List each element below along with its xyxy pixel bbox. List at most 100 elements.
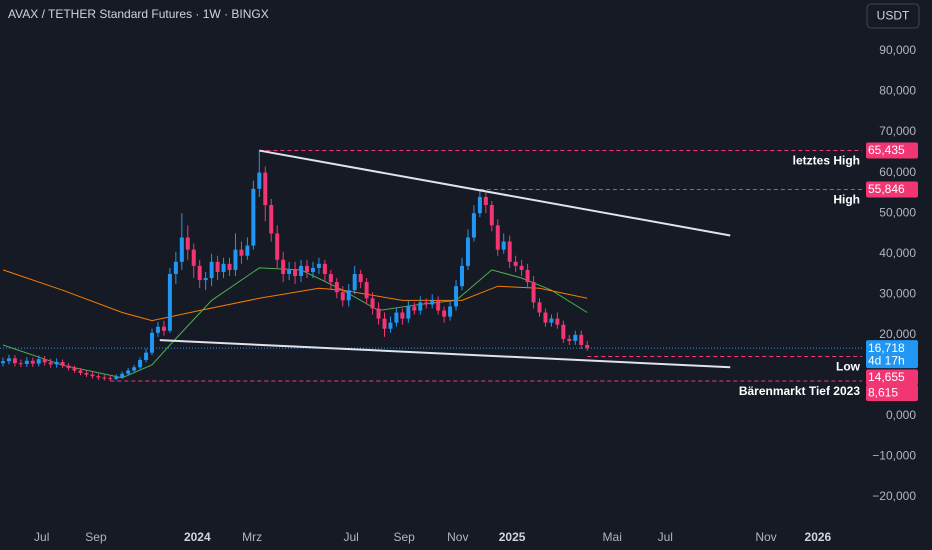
candle-body bbox=[54, 361, 59, 365]
candle-body bbox=[305, 265, 310, 272]
candle-body bbox=[18, 363, 23, 365]
last-price-box bbox=[866, 340, 918, 369]
candle-body bbox=[30, 360, 35, 364]
last-price-label: 16,718 bbox=[868, 341, 905, 355]
candle-body bbox=[334, 282, 339, 293]
candle-body bbox=[138, 359, 143, 368]
x-tick-label: 2026 bbox=[805, 530, 832, 544]
candle-body bbox=[352, 273, 357, 291]
y-tick-label: 0,000 bbox=[886, 408, 916, 422]
y-tick-label: 50,000 bbox=[879, 205, 916, 219]
candle-body bbox=[370, 298, 375, 309]
candle-body bbox=[215, 261, 220, 272]
candle-body bbox=[406, 306, 411, 319]
level-price-box bbox=[866, 369, 918, 386]
candle-body bbox=[376, 308, 381, 319]
candle-body bbox=[84, 372, 89, 375]
candle-body bbox=[322, 263, 327, 274]
candle-body bbox=[418, 302, 423, 311]
y-tick-label: −20,000 bbox=[872, 489, 916, 503]
candle-body bbox=[239, 249, 244, 256]
candle-body bbox=[501, 241, 506, 250]
candle-body bbox=[340, 292, 345, 301]
candle-body bbox=[573, 334, 578, 341]
x-tick-label: Jul bbox=[34, 530, 49, 544]
y-tick-label: 90,000 bbox=[879, 43, 916, 57]
level-price-box bbox=[866, 181, 918, 198]
x-tick-label: 2024 bbox=[184, 530, 211, 544]
candle-body bbox=[507, 241, 512, 262]
candle-body bbox=[203, 278, 208, 281]
candle-body bbox=[191, 249, 196, 266]
moving-average bbox=[2, 269, 588, 322]
candle-body bbox=[328, 273, 333, 283]
candle-body bbox=[221, 263, 226, 272]
candle-body bbox=[173, 261, 178, 274]
candle-body bbox=[269, 205, 274, 234]
chart-title: AVAX / TETHER Standard Futures · 1W · BI… bbox=[8, 7, 269, 21]
level-price-label: 55,846 bbox=[868, 182, 905, 196]
candle-body bbox=[567, 338, 572, 341]
candle-body bbox=[459, 265, 464, 287]
y-tick-label: −10,000 bbox=[872, 449, 916, 463]
candle-body bbox=[185, 237, 190, 250]
x-tick-label: Jul bbox=[343, 530, 358, 544]
candle-body bbox=[120, 373, 125, 378]
candle-body bbox=[287, 269, 292, 274]
candle-body bbox=[495, 225, 500, 250]
candle-body bbox=[167, 273, 172, 331]
x-tick-label: Sep bbox=[85, 530, 107, 544]
candle-body bbox=[24, 360, 29, 365]
y-tick-label: 70,000 bbox=[879, 124, 916, 138]
level-price-label: 14,655 bbox=[868, 370, 905, 384]
candle-body bbox=[471, 213, 476, 238]
y-tick-label: 40,000 bbox=[879, 246, 916, 260]
candle-body bbox=[400, 312, 405, 319]
level-label: High bbox=[833, 193, 860, 207]
candle-body bbox=[0, 361, 5, 364]
candle-body bbox=[108, 378, 113, 380]
candle-body bbox=[150, 332, 155, 353]
candle-body bbox=[60, 361, 65, 366]
candle-body bbox=[537, 302, 542, 313]
candle-body bbox=[102, 377, 107, 379]
currency-label[interactable]: USDT bbox=[877, 9, 910, 23]
x-tick-label: Sep bbox=[393, 530, 415, 544]
candle-body bbox=[489, 205, 494, 226]
candle-body bbox=[66, 365, 71, 369]
candle-body bbox=[561, 324, 566, 339]
candle-body bbox=[436, 300, 441, 311]
candle-body bbox=[197, 265, 202, 281]
currency-button[interactable] bbox=[866, 3, 920, 29]
candle-body bbox=[316, 263, 321, 268]
candle-body bbox=[155, 326, 160, 333]
candle-body bbox=[477, 196, 482, 214]
candle-body bbox=[382, 318, 387, 329]
trend-line bbox=[259, 149, 731, 237]
candle-body bbox=[209, 261, 214, 279]
candle-body bbox=[275, 233, 280, 260]
level-label: letztes High bbox=[793, 154, 860, 168]
candle-body bbox=[233, 249, 238, 270]
candle-body bbox=[519, 265, 524, 270]
candle-body bbox=[36, 359, 41, 364]
candle-body bbox=[12, 358, 17, 364]
candle-body bbox=[263, 172, 268, 206]
candle-body bbox=[454, 286, 459, 307]
candle-body bbox=[364, 282, 369, 299]
candle-body bbox=[579, 334, 584, 345]
candle-body bbox=[543, 312, 548, 323]
candle-body bbox=[293, 269, 298, 277]
candle-body bbox=[424, 302, 429, 305]
candle-body bbox=[281, 259, 286, 274]
candle-body bbox=[310, 267, 315, 272]
y-tick-label: 20,000 bbox=[879, 327, 916, 341]
candle-body bbox=[227, 263, 232, 270]
x-tick-label: Nov bbox=[447, 530, 468, 544]
candle-body bbox=[6, 358, 11, 362]
candle-body bbox=[114, 377, 119, 380]
candle-body bbox=[132, 367, 137, 371]
candle-body bbox=[144, 352, 149, 360]
candle-body bbox=[358, 273, 363, 283]
